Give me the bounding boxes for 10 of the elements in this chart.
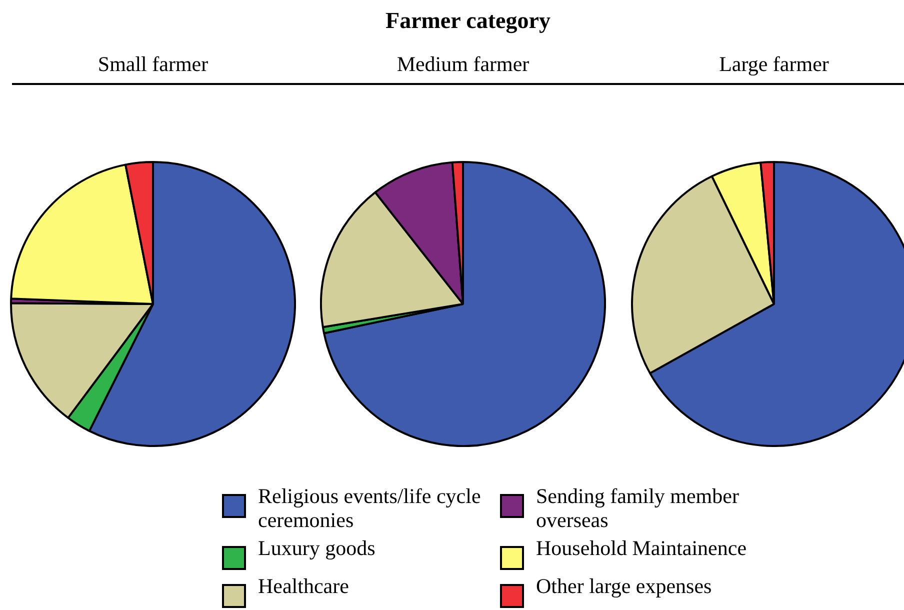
legend-label: Religious events/life cycle ceremonies (258, 484, 482, 532)
chart-title: Medium farmer (396, 52, 530, 77)
chart-title: Large farmer (718, 52, 830, 77)
legend-label: Healthcare (258, 574, 350, 598)
chart-title: Small farmer (96, 52, 210, 77)
legend-label: Household Maintainence (536, 536, 748, 560)
legend-label: Sending family member overseas (536, 484, 740, 532)
legend-label: Other large expenses (536, 574, 713, 598)
legend-label: Luxury goods (258, 536, 376, 560)
text: Farmer category (384, 8, 552, 34)
